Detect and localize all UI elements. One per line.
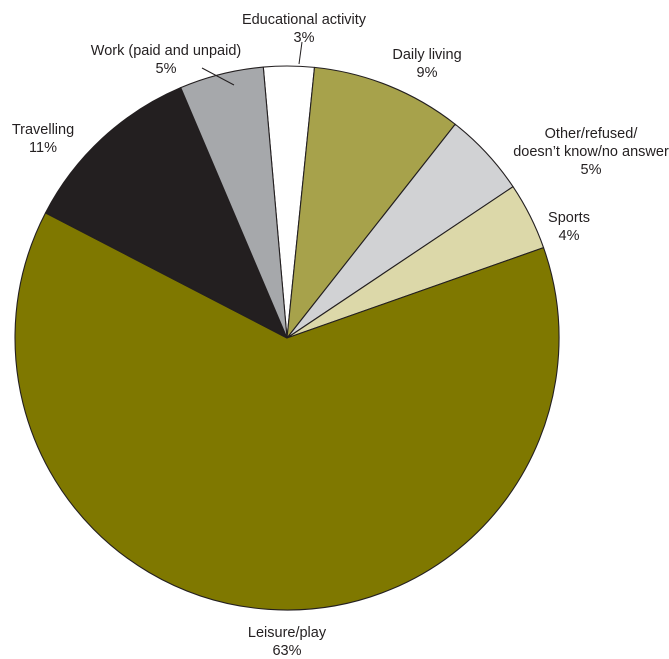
label-sports: Sports <box>548 210 590 226</box>
value-work-paid-unpaid: 5% <box>156 61 177 77</box>
label-other-line-2: doesn’t know/no answer <box>513 144 669 160</box>
leader-line-work <box>201 67 235 86</box>
value-travelling: 11% <box>29 140 57 156</box>
label-educational-activity: Educational activity <box>242 12 367 28</box>
pie-slice-travelling <box>44 87 288 339</box>
value-leisure-play: 63% <box>272 643 301 659</box>
label-travelling: Travelling <box>12 122 74 138</box>
value-sports: 4% <box>559 228 580 244</box>
pie-slices <box>14 65 560 611</box>
leader-line-educational-activity <box>298 41 303 65</box>
value-educational-activity: 3% <box>294 30 315 46</box>
leader-lines <box>201 41 303 86</box>
pie-slice-leisure-play <box>14 212 560 611</box>
label-leisure-play: Leisure/play <box>248 625 327 641</box>
slice-labels: Educational activity 3% Daily living 9% … <box>12 12 669 659</box>
label-work-paid-unpaid: Work (paid and unpaid) <box>91 43 241 59</box>
pie-slice-daily-living <box>286 66 456 339</box>
value-daily-living: 9% <box>417 65 438 81</box>
value-other: 5% <box>581 162 602 178</box>
label-daily-living: Daily living <box>392 47 461 63</box>
label-other-line-1: Other/refused/ <box>545 126 639 142</box>
pie-slice-work-paid-and-unpaid <box>180 66 288 339</box>
